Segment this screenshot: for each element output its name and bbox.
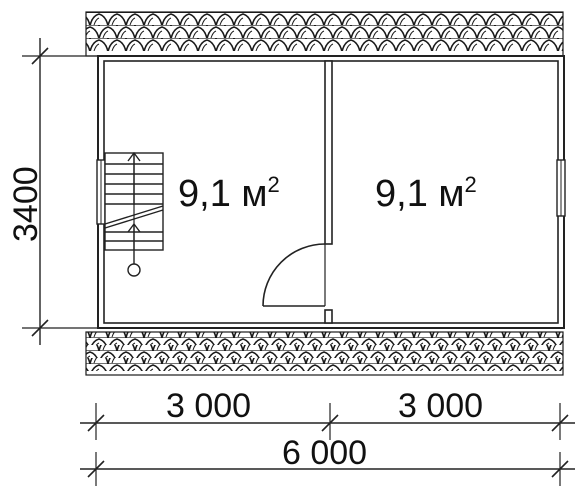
window-left: [96, 159, 106, 225]
dimension-total-width-label: 6 000: [282, 434, 367, 472]
dimension-left-width-label: 3 000: [166, 387, 251, 425]
door-swing: [262, 243, 326, 307]
room-right-area: 9,1 м2: [375, 172, 477, 215]
room-left-area: 9,1 м2: [178, 172, 280, 215]
dimension-widths: 3 000 3 000: [80, 387, 575, 440]
dimension-right-width-label: 3 000: [398, 387, 483, 425]
partition-wall: [324, 60, 333, 324]
roof-tiles-top: [85, 11, 564, 57]
staircase: [104, 151, 164, 277]
dimension-height-label: 3400: [7, 166, 45, 242]
dimension-height: 3400: [7, 38, 98, 345]
roof-tiles-bottom: [85, 331, 564, 376]
dimension-total-width: 6 000: [80, 434, 575, 486]
window-right: [556, 159, 566, 217]
